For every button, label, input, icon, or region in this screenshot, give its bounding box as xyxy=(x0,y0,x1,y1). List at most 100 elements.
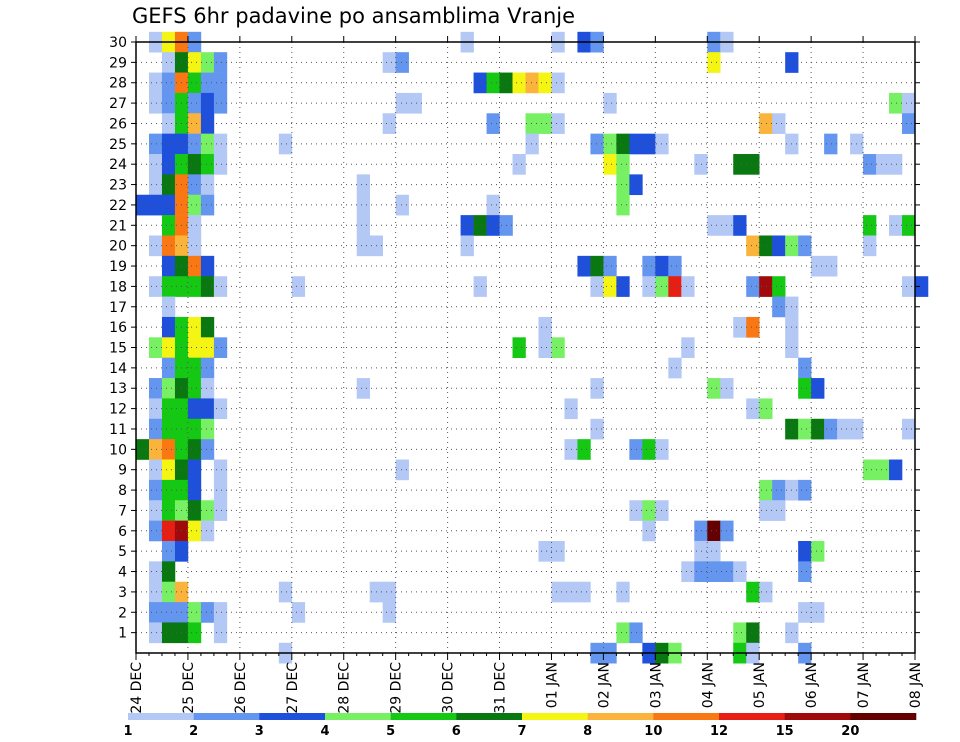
heatmap-cell xyxy=(187,459,202,481)
heatmap-cell xyxy=(902,113,916,134)
heatmap-cell xyxy=(148,561,163,583)
colorbar-label: 6 xyxy=(452,724,461,739)
heatmap-cell xyxy=(681,337,695,358)
heatmap-cell xyxy=(616,276,630,297)
heatmap-cell xyxy=(213,479,228,501)
heatmap-cell xyxy=(889,154,903,175)
colorbar-segment xyxy=(193,713,260,720)
heatmap-cell xyxy=(538,316,552,338)
heatmap-cell xyxy=(161,602,176,623)
heatmap-cell xyxy=(187,92,202,114)
heatmap-cell xyxy=(161,255,176,277)
heatmap-cell xyxy=(694,561,708,583)
heatmap-cell xyxy=(590,378,604,399)
x-tick-label: 25 DEC xyxy=(181,662,197,714)
heatmap-cell xyxy=(161,92,176,114)
heatmap-cell xyxy=(148,500,163,521)
heatmap-cell xyxy=(200,418,215,440)
heatmap-cell xyxy=(200,113,215,134)
x-axis-ticks: 24 DEC 25 DEC 26 DEC 27 DEC 28 DEC 29 DEC 30 D… xyxy=(129,36,924,714)
colorbar-segment xyxy=(128,713,194,720)
colorbar-segment xyxy=(456,713,523,720)
heatmap-cell xyxy=(161,154,176,175)
heatmap-cell xyxy=(642,500,656,521)
heatmap-cell xyxy=(187,500,202,521)
heatmap-cell xyxy=(213,398,228,420)
y-tick-label: 22 xyxy=(109,198,127,214)
heatmap-cell xyxy=(772,500,786,521)
heatmap-cell xyxy=(681,276,695,297)
heatmap-cell xyxy=(538,337,552,358)
colorbar-segment xyxy=(325,713,391,720)
x-tick-label: 26 DEC xyxy=(233,662,249,714)
heatmap-cell xyxy=(889,92,903,114)
heatmap-cell xyxy=(863,459,877,481)
heatmap-cell xyxy=(772,276,786,297)
heatmap-cell xyxy=(733,154,747,175)
heatmap-cell xyxy=(161,72,176,94)
colorbar: 1 2 3 4 5 6 7 8 10 12 15 20 xyxy=(123,713,917,739)
colorbar-label: 7 xyxy=(517,724,526,739)
heatmap-cell xyxy=(824,255,838,277)
heatmap-cell xyxy=(148,378,163,399)
heatmap-cell xyxy=(772,235,786,257)
y-tick-label: 2 xyxy=(118,605,127,621)
heatmap-cell xyxy=(772,479,786,501)
colorbar-label: 2 xyxy=(189,724,198,739)
heatmap-cell xyxy=(200,194,215,216)
heatmap-cell xyxy=(798,540,812,562)
heatmap-cell xyxy=(148,154,163,175)
heatmap-cell xyxy=(148,92,163,114)
heatmap-cell xyxy=(161,500,176,521)
heatmap-cell xyxy=(798,418,812,440)
heatmap-cell xyxy=(837,418,851,440)
colorbar-segment xyxy=(850,713,917,720)
heatmap-cell xyxy=(187,52,202,73)
heatmap-cell xyxy=(746,276,760,297)
heatmap-cell xyxy=(200,602,215,623)
heatmap-cell xyxy=(161,418,176,440)
y-tick-label: 20 xyxy=(109,239,127,255)
y-tick-label: 13 xyxy=(109,381,127,397)
heatmap-cell xyxy=(863,235,877,257)
heatmap-cell xyxy=(603,133,617,155)
y-tick-label: 19 xyxy=(109,259,127,275)
colorbar-segment xyxy=(719,713,785,720)
heatmap-cell xyxy=(798,561,812,583)
y-tick-label: 18 xyxy=(109,279,127,295)
heatmap-cell xyxy=(473,276,487,297)
heatmap-cell xyxy=(278,133,293,155)
heatmap-cell xyxy=(772,113,786,134)
heatmap-cell xyxy=(642,133,656,155)
x-tick-label: 31 DEC xyxy=(493,662,509,714)
heatmap-cell xyxy=(811,418,825,440)
colorbar-segment xyxy=(522,713,588,720)
heatmap-cell xyxy=(161,439,176,460)
heatmap-cell xyxy=(616,133,630,155)
colorbar-segment xyxy=(784,713,851,720)
heatmap-cell xyxy=(213,133,228,155)
heatmap-cell xyxy=(148,439,163,460)
heatmap-cell xyxy=(395,194,409,216)
heatmap-cell xyxy=(473,215,487,236)
heatmap-cell xyxy=(512,154,526,175)
y-tick-label: 4 xyxy=(118,565,127,581)
x-tick-label: 05 JAN xyxy=(752,662,768,708)
heatmap-cell xyxy=(200,357,215,379)
heatmap-cell xyxy=(187,194,202,216)
heatmap-cell xyxy=(200,92,215,114)
colorbar-label: 1 xyxy=(123,724,132,739)
heatmap-cell xyxy=(577,255,591,277)
heatmap-cell xyxy=(161,622,176,644)
heatmap-cell xyxy=(733,561,747,583)
heatmap-cell xyxy=(590,418,604,440)
y-tick-label: 8 xyxy=(118,483,127,499)
heatmap-cell xyxy=(668,255,682,277)
heatmap-cell xyxy=(200,133,215,155)
colorbar-label: 3 xyxy=(255,724,264,739)
x-tick-label: 29 DEC xyxy=(389,662,405,714)
heatmap-cell xyxy=(187,378,202,399)
y-tick-label: 11 xyxy=(109,422,127,438)
heatmap-cell xyxy=(538,113,552,134)
heatmap-cell xyxy=(824,418,838,440)
